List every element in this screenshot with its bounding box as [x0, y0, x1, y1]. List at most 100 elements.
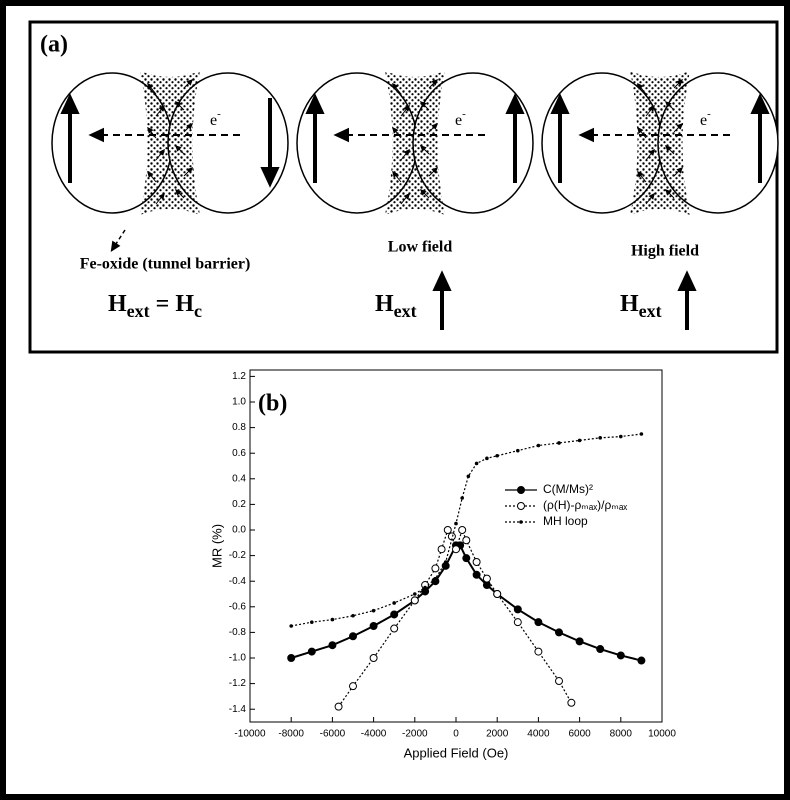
data-point: [349, 632, 357, 641]
data-point: [392, 601, 397, 605]
data-point: [351, 613, 355, 618]
arrow-head: [147, 82, 154, 90]
data-point: [598, 436, 603, 440]
legend-label: C(M/Ms)²: [543, 482, 593, 496]
data-point: [437, 545, 446, 554]
x-tick-label: -2000: [402, 729, 428, 740]
arrow-head: [333, 127, 349, 143]
arrow-head: [648, 192, 655, 200]
data-point: [616, 651, 625, 660]
device-caption: Low field: [388, 239, 453, 256]
data-point: [534, 647, 543, 656]
electron-symbol: e: [700, 112, 707, 129]
y-tick-label: 0.0: [232, 525, 246, 536]
y-tick-label: 0.8: [232, 422, 246, 433]
x-tick-label: 4000: [527, 729, 550, 740]
data-point: [474, 461, 479, 466]
data-point: [390, 624, 399, 633]
arrow-head: [260, 167, 280, 188]
arrow-head: [110, 240, 121, 253]
y-axis-label: MR (%): [209, 524, 224, 568]
field-subscript: ext: [639, 301, 662, 321]
arrow-head: [186, 78, 194, 86]
data-point: [639, 432, 644, 436]
arrow-head: [637, 126, 644, 134]
arrow-head: [88, 127, 104, 143]
data-point: [452, 545, 460, 554]
data-point: [369, 654, 378, 662]
y-tick-label: -1.2: [229, 678, 247, 689]
electron-charge: -: [462, 108, 466, 120]
data-point: [410, 596, 419, 605]
arrow-head: [186, 122, 194, 130]
data-point: [330, 617, 335, 622]
field-subscript: c: [194, 301, 202, 321]
arrow-head: [677, 270, 697, 291]
x-tick-label: 8000: [610, 729, 633, 740]
data-point: [482, 574, 491, 583]
y-tick-label: -0.6: [229, 601, 247, 612]
x-tick-label: -8000: [278, 729, 304, 740]
field-equation: Hext: [620, 291, 662, 322]
series-line: [338, 528, 572, 707]
field-equation: Hext = Hc: [108, 291, 202, 322]
arrow-head: [147, 126, 154, 134]
field-symbol: H: [620, 291, 639, 317]
data-point: [485, 456, 489, 461]
data-point: [289, 624, 294, 628]
electron-label: e-: [210, 108, 221, 129]
x-tick-label: -4000: [361, 729, 387, 740]
field-symbol: H: [375, 291, 394, 317]
x-tick-label: 6000: [568, 729, 591, 740]
data-point: [577, 438, 582, 443]
y-tick-label: 1.0: [232, 397, 246, 408]
x-tick-label: -6000: [320, 729, 346, 740]
panel-label: (b): [258, 391, 287, 417]
data-point: [516, 448, 520, 453]
arrow-head: [392, 82, 399, 90]
tunnel-barrier: [630, 71, 690, 215]
arrow-head: [550, 93, 570, 114]
data-point: [619, 434, 623, 439]
legend-marker: [517, 502, 525, 510]
data-point: [555, 677, 563, 686]
data-point: [307, 647, 316, 656]
data-point: [349, 682, 357, 691]
arrow-head: [403, 192, 410, 200]
data-point: [310, 620, 314, 624]
data-point: [567, 698, 576, 707]
arrow-head: [174, 100, 182, 108]
data-point: [493, 590, 502, 598]
y-tick-label: 0.4: [232, 473, 246, 484]
legend-label: (ρ(H)-ρₘₐₓ)/ρₘₐₓ: [543, 498, 627, 512]
series-line: [290, 544, 642, 662]
arrow-head: [505, 93, 525, 114]
data-point: [575, 637, 584, 646]
arrow-head: [174, 188, 182, 196]
arrow-head: [419, 100, 427, 108]
data-point: [472, 558, 481, 566]
field-subscript: ext: [127, 301, 150, 321]
y-tick-label: 0.6: [232, 448, 246, 459]
field-symbol: H: [108, 291, 127, 317]
arrow-head: [403, 148, 410, 156]
arrow-head: [637, 170, 644, 178]
y-tick-label: 1.2: [232, 371, 246, 382]
y-tick-label: 0.2: [232, 499, 246, 510]
data-point: [334, 702, 343, 711]
panel-a-frame: [28, 20, 779, 354]
data-point: [423, 585, 427, 590]
arrow-head: [158, 192, 165, 200]
data-point: [433, 576, 438, 581]
data-point: [454, 521, 458, 526]
legend-label: MH loop: [543, 514, 588, 528]
arrow-head: [305, 93, 325, 114]
data-point: [466, 474, 471, 479]
tunnel-barrier: [140, 71, 200, 215]
arrow-head: [676, 166, 684, 174]
data-point: [462, 554, 471, 563]
electron-symbol: e: [210, 112, 217, 129]
field-equation: Hext: [375, 291, 417, 322]
